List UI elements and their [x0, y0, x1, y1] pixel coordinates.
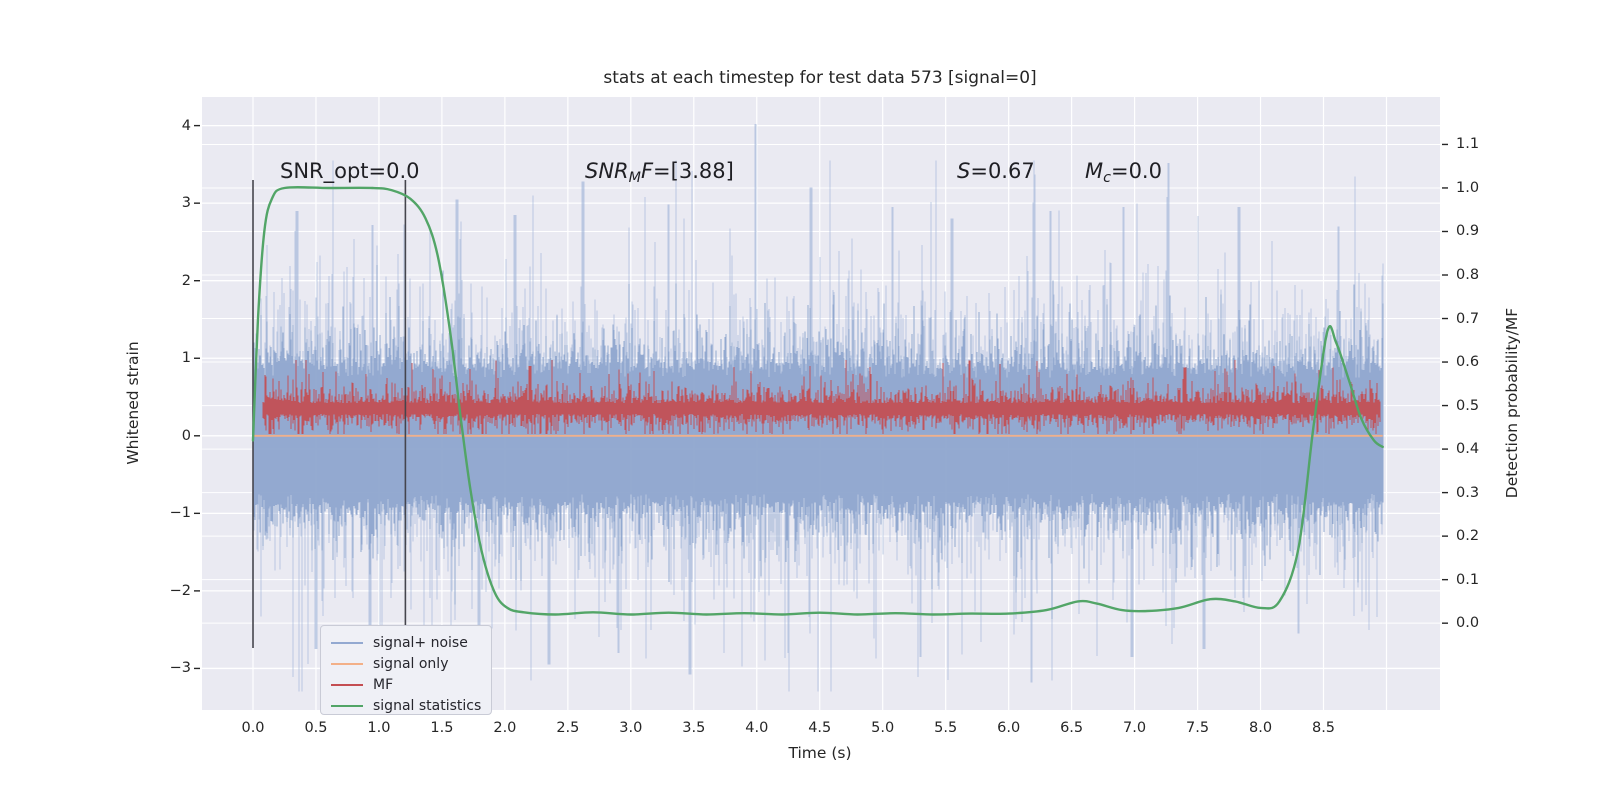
x-tick-label: 3.5: [682, 720, 706, 736]
left-y-tick-label: 4: [181, 117, 191, 134]
right-y-tick-label: 0.6: [1456, 354, 1480, 371]
x-tick-label: 8.5: [1311, 720, 1336, 736]
x-tick-label: 8.0: [1249, 720, 1273, 736]
left-y-axis-label: Whitened strain: [124, 341, 142, 465]
legend-line-signal-only-icon: [331, 662, 363, 665]
legend: signal+ noise signal only MF signal stat…: [320, 625, 492, 715]
legend-item-signal-noise: signal+ noise: [331, 632, 491, 653]
left-y-tick-label: 0: [181, 427, 191, 444]
left-y-tick-label: −2: [169, 582, 191, 599]
right-y-tick-label: 0.2: [1456, 528, 1480, 545]
legend-item-signal-statistics: signal statistics: [331, 695, 491, 716]
right-y-tick-label: 1.0: [1456, 179, 1480, 196]
x-tick-label: 4.5: [808, 720, 832, 736]
x-tick-label: 6.0: [997, 720, 1021, 736]
x-tick-label: 7.5: [1186, 720, 1210, 736]
right-y-tick-label: 0.8: [1456, 267, 1480, 283]
x-tick-label: 2.0: [493, 720, 517, 736]
x-tick-label: 1.0: [367, 720, 391, 736]
right-y-tick-label: 0.5: [1456, 397, 1480, 414]
legend-label: MF: [373, 676, 394, 693]
legend-line-signal-noise-icon: [331, 641, 363, 644]
left-y-tick-label: −3: [169, 660, 191, 677]
x-tick-label: 4.0: [745, 720, 769, 736]
x-tick-label: 6.5: [1060, 720, 1084, 736]
annotation-s: S=0.67: [957, 159, 1035, 183]
right-y-tick-label: 0.1: [1456, 571, 1480, 588]
right-y-axis-label: Detection probability/MF: [1503, 307, 1521, 499]
right-y-tick-label: 0.9: [1456, 223, 1480, 240]
x-tick-label: 3.0: [619, 720, 643, 736]
x-tick-label: 2.5: [556, 720, 580, 736]
x-tick-label: 0.0: [241, 720, 265, 736]
left-y-tick-label: 3: [181, 195, 191, 212]
legend-label: signal only: [373, 655, 449, 672]
right-y-tick-label: 1.1: [1456, 136, 1480, 153]
left-y-tick-label: 2: [181, 272, 191, 289]
right-y-tick-label: 0.7: [1456, 310, 1480, 327]
annotation-snr-opt: SNR_opt=0.0: [280, 159, 420, 183]
x-tick-label: 0.5: [304, 720, 328, 736]
legend-label: signal statistics: [373, 697, 482, 714]
legend-item-signal-only: signal only: [331, 653, 491, 674]
x-tick-label: 1.5: [430, 720, 454, 736]
legend-line-signal-statistics-icon: [331, 704, 363, 707]
legend-label: signal+ noise: [373, 634, 468, 651]
annotation-snr-mf: SNRMF=[3.88]: [585, 159, 734, 186]
right-y-tick-label: 0.3: [1456, 484, 1480, 501]
left-y-tick-label: −1: [169, 505, 191, 522]
legend-line-mf-icon: [331, 683, 363, 686]
annotation-mc: Mc=0.0: [1085, 159, 1162, 186]
x-tick-label: 7.0: [1123, 720, 1147, 736]
chart-title: stats at each timestep for test data 573…: [603, 68, 1037, 88]
left-y-tick-label: 1: [181, 350, 191, 367]
x-tick-label: 5.5: [934, 720, 958, 736]
right-y-tick-label: 0.0: [1456, 615, 1480, 632]
legend-item-mf: MF: [331, 674, 491, 695]
x-axis-label: Time (s): [788, 744, 852, 762]
x-tick-label: 5.0: [871, 720, 895, 736]
right-y-tick-label: 0.4: [1456, 441, 1480, 458]
